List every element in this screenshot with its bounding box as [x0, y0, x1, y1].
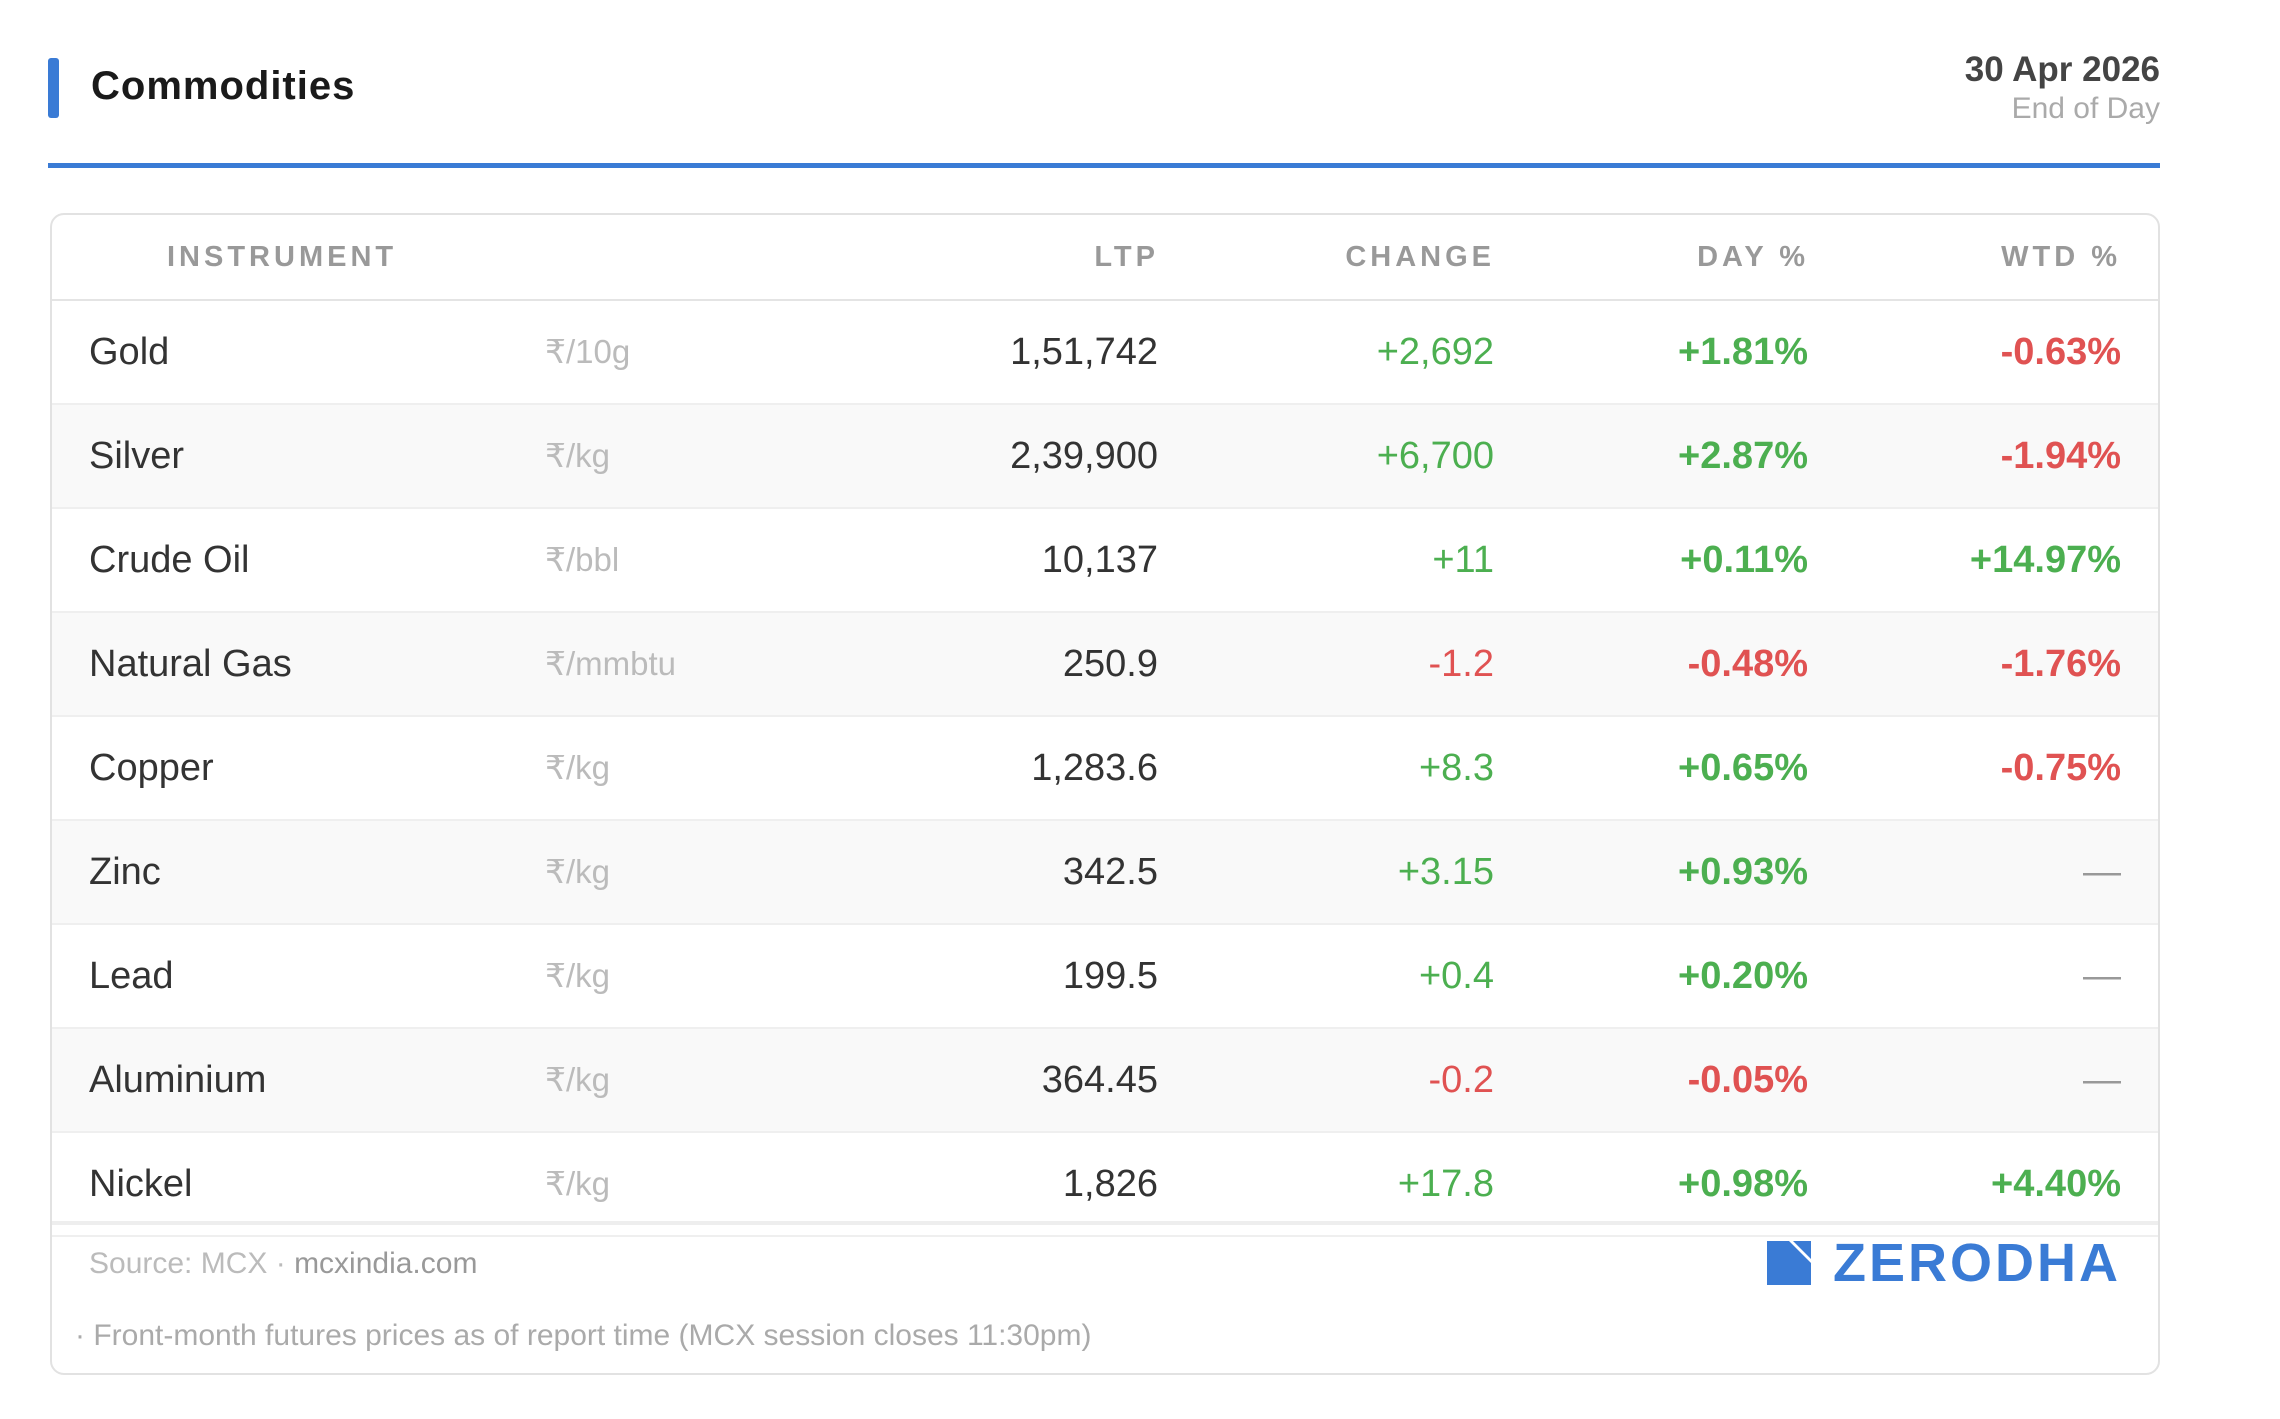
- instrument-name: Aluminium: [89, 1059, 267, 1101]
- column-header-day-percent: DAY %: [1697, 241, 1809, 273]
- instrument-name: Silver: [89, 435, 185, 477]
- header-divider: [48, 163, 2160, 168]
- page-title: Commodities: [91, 64, 356, 108]
- change-value: +0.4: [1418, 955, 1494, 997]
- ltp-value: 342.5: [1062, 851, 1158, 893]
- ltp-value: 1,283.6: [1031, 747, 1158, 789]
- day-percent-value: -0.48%: [1687, 643, 1808, 685]
- table-row[interactable]: Crude Oil ₹/bbl 10,137 +11 +0.11% +14.97%: [52, 509, 2158, 613]
- ltp-value: 250.9: [1062, 643, 1158, 685]
- instrument-name: Copper: [89, 747, 214, 789]
- instrument-unit: ₹/kg: [545, 437, 611, 474]
- report-period: End of Day: [2011, 92, 2160, 125]
- wtd-percent-value: -0.63%: [2000, 331, 2121, 373]
- day-percent-value: +0.11%: [1680, 539, 1808, 581]
- instrument-name: Crude Oil: [89, 539, 250, 581]
- source-label: Source: MCX ·: [89, 1247, 295, 1280]
- report-header: Commodities 30 Apr 2026 End of Day: [48, 40, 2160, 170]
- ltp-value: 10,137: [1041, 539, 1158, 581]
- table-row[interactable]: Copper ₹/kg 1,283.6 +8.3 +0.65% -0.75%: [52, 717, 2158, 821]
- instrument-unit: ₹/kg: [545, 957, 611, 994]
- instrument-unit: ₹/mmbtu: [545, 645, 677, 682]
- wtd-percent-value: —: [2083, 1059, 2121, 1101]
- change-value: +17.8: [1397, 1163, 1494, 1205]
- ltp-value: 1,826: [1062, 1163, 1158, 1205]
- day-percent-value: +0.98%: [1678, 1163, 1808, 1205]
- instrument-name: Nickel: [89, 1163, 193, 1205]
- table-row[interactable]: Zinc ₹/kg 342.5 +3.15 +0.93% —: [52, 821, 2158, 925]
- change-value: -1.2: [1428, 643, 1494, 685]
- change-value: -0.2: [1428, 1059, 1494, 1101]
- wtd-percent-value: -0.75%: [2000, 747, 2121, 789]
- table-body: Gold ₹/10g 1,51,742 +2,692 +1.81% -0.63% Silve…: [52, 301, 2158, 1237]
- instrument-unit: ₹/kg: [545, 1061, 611, 1098]
- change-value: +8.3: [1418, 747, 1494, 789]
- instrument-name: Zinc: [89, 851, 161, 893]
- brand-logo: ZERODHA: [1767, 1233, 2121, 1293]
- table-header: INSTRUMENT LTP CHANGE DAY % WTD %: [52, 215, 2158, 301]
- source-credit: Source: MCX · mcxindia.com: [89, 1247, 477, 1281]
- change-value: +11: [1432, 539, 1494, 581]
- footnote: · Front-month futures prices as of repor…: [75, 1319, 1092, 1352]
- day-percent-value: +1.81%: [1678, 331, 1808, 373]
- ltp-value: 2,39,900: [1010, 435, 1158, 477]
- report-date: 30 Apr 2026: [1964, 50, 2160, 89]
- commodities-table-card: INSTRUMENT LTP CHANGE DAY % WTD % Gold ₹/…: [50, 213, 2160, 1375]
- table-row[interactable]: Aluminium ₹/kg 364.45 -0.2 -0.05% —: [52, 1029, 2158, 1133]
- table-row[interactable]: Natural Gas ₹/mmbtu 250.9 -1.2 -0.48% -1.76%: [52, 613, 2158, 717]
- instrument-name: Gold: [89, 331, 170, 373]
- change-value: +3.15: [1397, 851, 1494, 893]
- table-row[interactable]: Nickel ₹/kg 1,826 +17.8 +0.98% +4.40%: [52, 1133, 2158, 1237]
- instrument-unit: ₹/kg: [545, 1165, 611, 1202]
- ltp-value: 199.5: [1062, 955, 1158, 997]
- instrument-unit: ₹/bbl: [545, 541, 620, 578]
- column-header-change: CHANGE: [1345, 241, 1495, 273]
- column-header-ltp: LTP: [1094, 241, 1159, 273]
- table-row[interactable]: Gold ₹/10g 1,51,742 +2,692 +1.81% -0.63%: [52, 301, 2158, 405]
- wtd-percent-value: -1.94%: [2000, 435, 2121, 477]
- title-accent-bar: [48, 58, 59, 118]
- day-percent-value: +2.87%: [1678, 435, 1808, 477]
- day-percent-value: +0.20%: [1678, 955, 1808, 997]
- instrument-name: Lead: [89, 955, 174, 997]
- brand-name: ZERODHA: [1833, 1233, 2121, 1293]
- instrument-unit: ₹/kg: [545, 749, 611, 786]
- day-percent-value: +0.93%: [1678, 851, 1808, 893]
- column-header-wtd-percent: WTD %: [2001, 241, 2121, 273]
- zerodha-logo-icon: [1767, 1241, 1811, 1285]
- ltp-value: 364.45: [1041, 1059, 1158, 1101]
- change-value: +2,692: [1376, 331, 1494, 373]
- instrument-name: Natural Gas: [89, 643, 292, 685]
- source-link[interactable]: mcxindia.com: [294, 1247, 478, 1280]
- wtd-percent-value: -1.76%: [2000, 643, 2121, 685]
- footer-divider: [52, 1221, 2158, 1225]
- table-row[interactable]: Silver ₹/kg 2,39,900 +6,700 +2.87% -1.94%: [52, 405, 2158, 509]
- instrument-unit: ₹/10g: [545, 333, 631, 370]
- wtd-percent-value: —: [2083, 955, 2121, 997]
- table-row[interactable]: Lead ₹/kg 199.5 +0.4 +0.20% —: [52, 925, 2158, 1029]
- day-percent-value: +0.65%: [1678, 747, 1808, 789]
- instrument-unit: ₹/kg: [545, 853, 611, 890]
- column-header-instrument: INSTRUMENT: [167, 241, 398, 273]
- wtd-percent-value: —: [2083, 851, 2121, 893]
- wtd-percent-value: +4.40%: [1991, 1163, 2121, 1205]
- day-percent-value: -0.05%: [1687, 1059, 1808, 1101]
- ltp-value: 1,51,742: [1010, 331, 1158, 373]
- wtd-percent-value: +14.97%: [1969, 539, 2121, 581]
- change-value: +6,700: [1376, 435, 1494, 477]
